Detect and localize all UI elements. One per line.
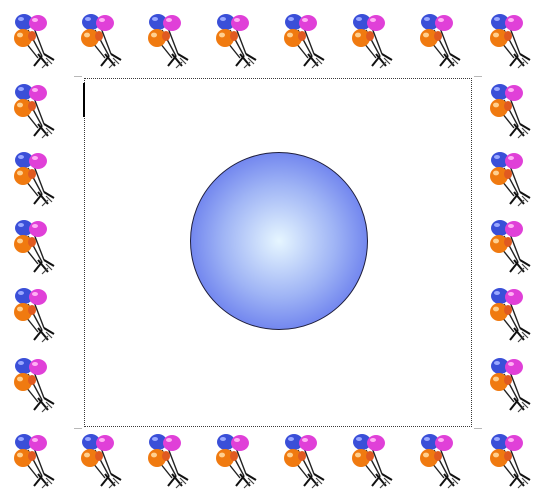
margin-corner-mark-bottom-left (74, 428, 82, 429)
balloon-bunch-icon (278, 428, 334, 490)
text-cursor (83, 83, 85, 117)
balloon-bunch-icon (210, 8, 266, 70)
balloon-bunch-icon (75, 428, 131, 490)
balloon-bunch-icon (75, 8, 131, 70)
balloon-bunch-icon (8, 8, 64, 70)
balloon-bunch-icon (346, 8, 402, 70)
balloon-bunch-icon (346, 428, 402, 490)
balloon-bunch-icon (8, 282, 64, 344)
balloon-bunch-icon (278, 8, 334, 70)
balloon-bunch-icon (414, 8, 470, 70)
balloon-bunch-icon (8, 352, 64, 414)
margin-corner-mark-top-left (74, 76, 82, 77)
margin-corner-mark-top-right (474, 76, 482, 77)
balloon-bunch-icon (484, 352, 540, 414)
margin-corner-mark-bottom-right (474, 428, 482, 429)
balloon-bunch-icon (142, 428, 198, 490)
balloon-bunch-icon (8, 146, 64, 208)
balloon-bunch-icon (210, 428, 266, 490)
balloon-bunch-icon (414, 428, 470, 490)
balloon-bunch-icon (484, 8, 540, 70)
balloon-bunch-icon (8, 428, 64, 490)
balloon-bunch-icon (484, 78, 540, 140)
balloon-bunch-icon (142, 8, 198, 70)
balloon-bunch-icon (484, 282, 540, 344)
sphere-shape[interactable] (190, 152, 368, 330)
balloon-bunch-icon (484, 214, 540, 276)
balloon-bunch-icon (8, 78, 64, 140)
balloon-bunch-icon (484, 428, 540, 490)
balloon-bunch-icon (484, 146, 540, 208)
balloon-bunch-icon (8, 214, 64, 276)
